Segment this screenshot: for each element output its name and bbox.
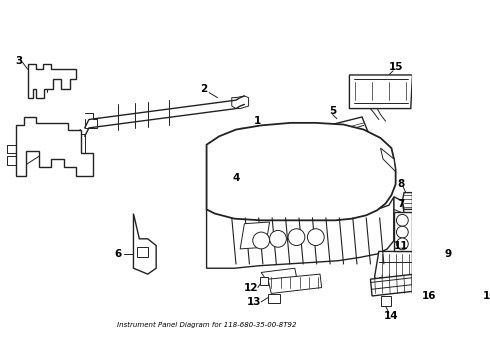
- Text: 4: 4: [232, 173, 240, 183]
- Polygon shape: [16, 117, 93, 176]
- Circle shape: [396, 215, 408, 226]
- Text: 8: 8: [397, 179, 404, 189]
- Text: 16: 16: [422, 291, 437, 301]
- Text: 12: 12: [244, 283, 258, 293]
- Text: 15: 15: [389, 62, 403, 72]
- Text: 9: 9: [444, 249, 451, 259]
- Polygon shape: [207, 123, 395, 220]
- Polygon shape: [268, 274, 322, 293]
- Polygon shape: [207, 197, 394, 268]
- Text: 3: 3: [16, 56, 23, 66]
- Polygon shape: [394, 212, 413, 251]
- Polygon shape: [27, 64, 76, 98]
- Text: 2: 2: [200, 84, 208, 94]
- Polygon shape: [268, 294, 280, 303]
- Polygon shape: [137, 247, 148, 257]
- Text: 6: 6: [115, 249, 122, 259]
- Polygon shape: [133, 213, 156, 274]
- Polygon shape: [312, 117, 369, 147]
- Polygon shape: [240, 159, 278, 173]
- Text: 5: 5: [329, 106, 336, 116]
- Polygon shape: [261, 268, 296, 283]
- Polygon shape: [394, 197, 404, 240]
- Polygon shape: [349, 75, 413, 109]
- Text: 14: 14: [384, 311, 399, 321]
- Text: 10: 10: [483, 291, 490, 301]
- Polygon shape: [469, 262, 490, 291]
- Text: 7: 7: [397, 198, 404, 208]
- Text: 13: 13: [247, 297, 262, 307]
- Polygon shape: [473, 268, 485, 285]
- Circle shape: [396, 226, 408, 238]
- Circle shape: [307, 229, 324, 246]
- Polygon shape: [402, 193, 413, 210]
- Circle shape: [253, 232, 270, 249]
- Polygon shape: [454, 251, 473, 273]
- Polygon shape: [381, 296, 392, 306]
- Text: Instrument Panel Diagram for 118-680-35-00-8T92: Instrument Panel Diagram for 118-680-35-…: [117, 321, 296, 328]
- Text: 1: 1: [254, 116, 262, 126]
- Circle shape: [270, 230, 286, 247]
- Polygon shape: [240, 128, 270, 159]
- Polygon shape: [370, 273, 431, 296]
- Circle shape: [288, 229, 305, 246]
- Polygon shape: [240, 222, 270, 249]
- Text: 11: 11: [393, 240, 408, 251]
- Polygon shape: [381, 148, 395, 172]
- Circle shape: [396, 238, 408, 250]
- Polygon shape: [375, 251, 413, 289]
- Polygon shape: [260, 276, 268, 285]
